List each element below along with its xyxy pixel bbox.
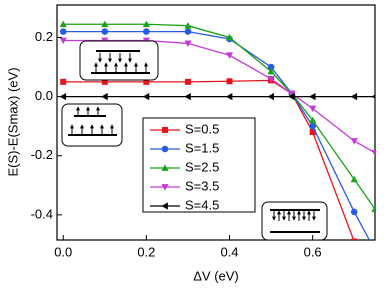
marker: [309, 93, 316, 101]
marker: [59, 37, 67, 45]
marker: [309, 129, 316, 136]
marker: [225, 33, 234, 41]
marker: [350, 93, 358, 101]
marker: [59, 28, 67, 35]
legend: [142, 117, 256, 213]
x-axis-label: ΔV (eV): [193, 268, 239, 283]
marker: [59, 20, 67, 28]
marker: [225, 52, 234, 59]
marker: [101, 78, 108, 85]
marker: [142, 93, 150, 101]
y-tick-label: -0.2: [31, 147, 53, 162]
marker: [350, 175, 358, 183]
series-line: [63, 23, 375, 210]
marker: [184, 28, 192, 35]
marker: [161, 184, 169, 191]
marker: [161, 164, 169, 171]
x-tick-label: 0.4: [220, 244, 238, 259]
x-tick-label: 0.0: [54, 244, 72, 259]
marker: [225, 93, 233, 101]
marker: [372, 247, 379, 254]
marker: [288, 93, 295, 101]
inset-top: [79, 40, 159, 81]
legend-label: S=2.5: [185, 159, 219, 174]
marker: [184, 22, 192, 29]
marker: [161, 202, 168, 210]
inset-bottom: [261, 201, 328, 241]
marker: [184, 40, 192, 48]
series-line: [63, 39, 375, 154]
marker: [371, 149, 375, 157]
legend-label: S=0.5: [185, 121, 219, 136]
y-tick-label: 0.2: [35, 29, 53, 44]
marker: [162, 127, 168, 133]
marker: [161, 145, 169, 153]
marker: [184, 93, 191, 101]
marker: [60, 78, 67, 85]
marker: [371, 205, 375, 212]
marker: [101, 28, 109, 35]
legend-label: S=1.5: [185, 140, 219, 155]
marker: [371, 94, 375, 99]
series-line: [63, 30, 371, 240]
x-tick-label: 0.2: [137, 244, 155, 259]
marker: [267, 76, 275, 83]
marker: [350, 208, 358, 216]
inset-middle: [61, 103, 123, 147]
marker: [184, 78, 191, 85]
x-tick-label: 0.6: [304, 244, 322, 259]
legend-label: S=4.5: [185, 197, 219, 212]
plot-area: [59, 20, 379, 254]
marker: [101, 93, 108, 101]
y-tick-label: 0.0: [35, 88, 53, 103]
marker: [350, 138, 358, 145]
y-tick-label: -0.4: [31, 206, 53, 221]
marker: [351, 238, 358, 240]
marker: [309, 116, 317, 124]
marker: [267, 67, 275, 75]
legend-label: S=3.5: [185, 178, 219, 193]
marker: [267, 63, 275, 71]
marker: [267, 93, 274, 101]
marker: [142, 20, 150, 28]
y-axis-label: E(S)-E(Smax) (eV): [5, 67, 20, 176]
series-group: [59, 20, 379, 254]
marker: [309, 105, 317, 113]
marker: [101, 20, 109, 28]
marker: [143, 78, 150, 85]
marker: [288, 90, 296, 98]
plot-frame: [56, 4, 376, 241]
marker: [226, 78, 233, 85]
marker: [309, 122, 316, 130]
marker: [59, 93, 67, 101]
marker: [143, 28, 150, 35]
